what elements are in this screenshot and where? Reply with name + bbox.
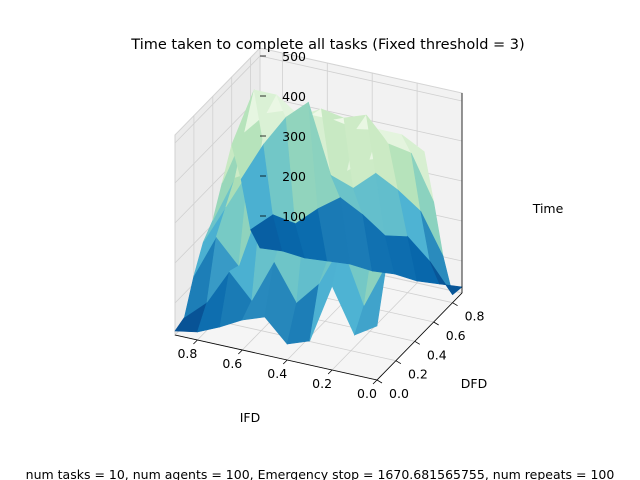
y-tick-label: 0.2: [408, 367, 428, 382]
chart-title: Time taken to complete all tasks (Fixed …: [130, 37, 524, 53]
z-tick-label: 400: [282, 89, 306, 104]
x-tick-mark: [327, 369, 333, 375]
x-tick-mark: [372, 379, 378, 385]
y-tick-label: 0.8: [465, 309, 485, 324]
x-tick-mark: [282, 359, 288, 365]
x-axis-line: [174, 334, 378, 381]
y-tick-mark: [452, 302, 458, 307]
z-axis-label: Time: [532, 201, 564, 216]
x-tick-label: 0.6: [222, 356, 242, 371]
z-tick-label: 300: [282, 129, 306, 144]
x-tick-label: 0.0: [357, 386, 377, 401]
y-tick-mark: [414, 340, 420, 345]
surface-plot: [174, 88, 463, 345]
x-tick-mark: [193, 339, 198, 345]
x-tick-label: 0.2: [312, 376, 332, 391]
x-tick-label: 0.8: [177, 346, 197, 361]
y-tick-mark: [376, 379, 383, 384]
y-tick-label: 0.6: [446, 328, 466, 343]
y-tick-label: 0.4: [427, 347, 447, 362]
surface-facet: [429, 261, 463, 296]
y-axis-line: [376, 292, 463, 381]
y-tick-mark: [433, 321, 439, 326]
z-tick-label: 500: [282, 49, 306, 64]
x-axis-label: IFD: [240, 410, 261, 425]
axis-lines: [174, 93, 463, 381]
z-tick-label: 200: [282, 169, 306, 184]
x-tick-mark: [238, 349, 243, 355]
y-tick-label: 0.0: [389, 386, 409, 401]
tick-labels: 0.0 0.2 0.4 0.6 0.8 0.0 0.2 0.4 0.6 0.8 100 200 300 4…: [177, 49, 484, 401]
z-tick-label: 100: [282, 209, 306, 224]
chart-caption: num tasks = 10, num agents = 100, Emerge…: [26, 467, 615, 480]
x-tick-label: 0.4: [267, 366, 287, 381]
y-tick-mark: [395, 360, 402, 365]
y-axis-label: DFD: [461, 376, 487, 391]
